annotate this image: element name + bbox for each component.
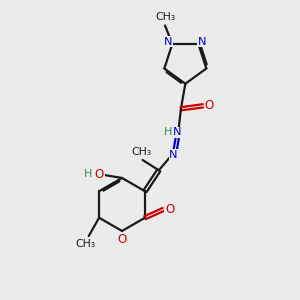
Text: O: O [165, 203, 174, 216]
Text: CH₃: CH₃ [76, 239, 96, 249]
Text: H: H [164, 127, 172, 137]
Text: N: N [169, 150, 178, 160]
Text: N: N [198, 37, 206, 47]
Text: O: O [205, 99, 214, 112]
Text: CH₃: CH₃ [155, 12, 175, 22]
Text: N: N [164, 37, 173, 47]
Text: H: H [84, 169, 93, 179]
Text: CH₃: CH₃ [131, 147, 151, 157]
Text: O: O [117, 233, 127, 246]
Text: N: N [173, 127, 181, 137]
Text: O: O [95, 168, 104, 181]
